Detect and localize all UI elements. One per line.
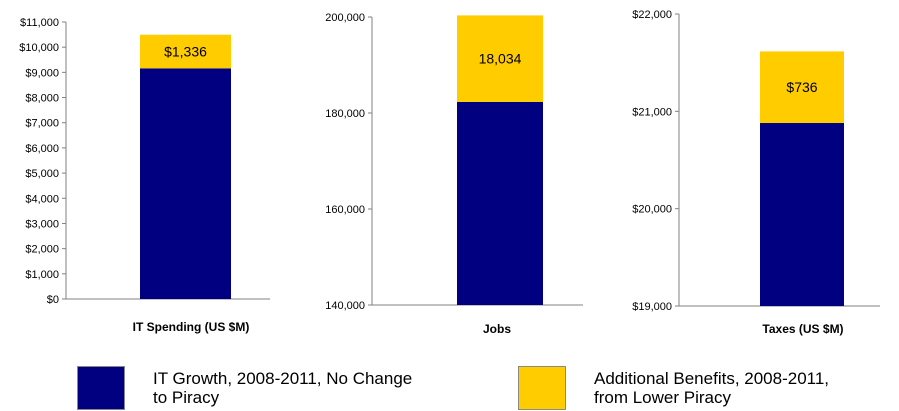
category-label: Taxes (US $M) [762, 322, 843, 336]
legend-swatch-additional [518, 366, 566, 410]
data-label: 18,034 [479, 51, 522, 67]
y-tick-label: 180,000 [325, 108, 365, 120]
y-tick-label: $10,000 [19, 42, 59, 54]
y-tick-label: $20,000 [632, 204, 672, 216]
y-tick-label: $22,000 [632, 9, 672, 21]
y-tick-label: $4,000 [25, 193, 59, 205]
bar-additional-3 [760, 51, 844, 124]
y-tick-label: 140,000 [325, 300, 365, 312]
legend-label-additional: Additional Benefits, 2008-2011, from Low… [594, 369, 830, 407]
data-label: $736 [786, 79, 817, 95]
y-tick-label: $8,000 [25, 93, 59, 105]
y-tick-label: $2,000 [25, 244, 59, 256]
y-tick-label: 160,000 [325, 204, 365, 216]
y-tick-label: $1,000 [25, 269, 59, 281]
legend-swatch-base [77, 366, 125, 410]
data-label: $1,336 [164, 44, 207, 60]
legend-item-base: IT Growth, 2008-2011, No Change to Pirac… [77, 366, 413, 410]
y-tick-label: $11,000 [20, 17, 59, 29]
y-tick-label: $0 [47, 294, 59, 306]
y-tick-label: $6,000 [25, 143, 59, 155]
bar-base-3 [760, 123, 844, 306]
y-tick-label: $7,000 [25, 118, 59, 130]
y-tick-label: $3,000 [25, 218, 59, 230]
bar-additional-2 [457, 15, 543, 102]
y-tick-label: 200,000 [325, 12, 365, 24]
y-tick-label: $21,000 [632, 106, 672, 118]
bar-additional-1 [140, 34, 231, 69]
y-tick-label: $5,000 [25, 168, 59, 180]
legend-label-base: IT Growth, 2008-2011, No Change to Pirac… [153, 369, 413, 407]
bar-base-1 [140, 68, 231, 299]
category-label: IT Spending (US $M) [133, 320, 250, 334]
y-tick-label: $19,000 [632, 301, 672, 313]
bar-base-2 [457, 101, 543, 306]
y-tick-label: $9,000 [25, 67, 59, 79]
legend-item-additional: Additional Benefits, 2008-2011, from Low… [518, 366, 854, 410]
category-label: Jobs [483, 322, 511, 336]
